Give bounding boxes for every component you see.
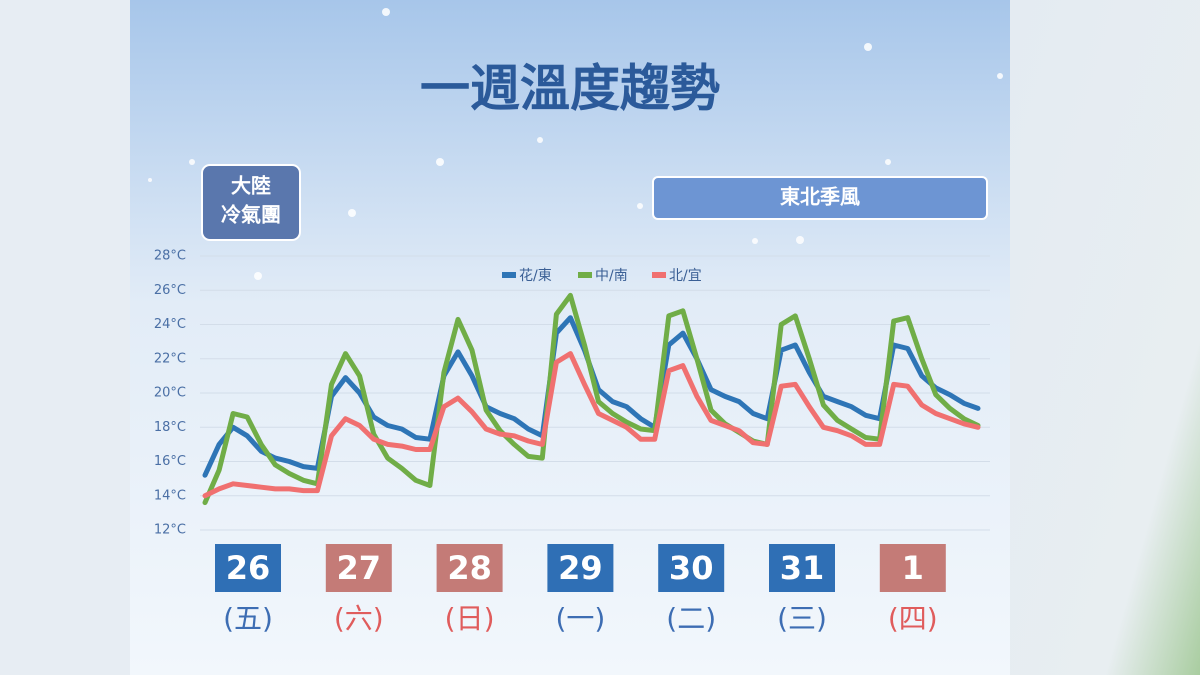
y-tick-label: 16°C <box>154 454 186 469</box>
day-label: 28 <box>447 549 492 587</box>
day-label: 31 <box>780 549 825 587</box>
weekday-label: (四) <box>888 602 938 635</box>
weekday-label: (六) <box>334 602 384 635</box>
day-label: 26 <box>226 549 271 587</box>
legend-swatch <box>652 272 666 278</box>
annotation-box <box>652 176 988 220</box>
day-box <box>658 544 725 592</box>
day-box <box>769 544 835 592</box>
y-tick-label: 22°C <box>154 351 186 366</box>
y-tick-label: 14°C <box>154 488 186 503</box>
weekday-label: (三) <box>777 602 827 635</box>
legend-swatch <box>502 272 516 278</box>
annotation: 大陸 <box>231 174 271 198</box>
annotation: 冷氣團 <box>221 203 281 227</box>
day-label: 27 <box>337 549 382 587</box>
day-box <box>325 544 392 592</box>
day-box <box>215 544 281 592</box>
weekday-label: (一) <box>555 602 605 635</box>
y-tick-label: 18°C <box>154 420 186 435</box>
day-label: 1 <box>902 549 924 587</box>
day-box <box>436 544 503 592</box>
day-label: 29 <box>558 549 603 587</box>
y-tick-label: 24°C <box>154 317 186 332</box>
weekday-label: (二) <box>666 602 716 635</box>
y-tick-label: 28°C <box>154 249 186 264</box>
weekday-label: (五) <box>223 602 273 635</box>
line-series <box>202 351 981 499</box>
legend-label: 北/宜 <box>669 268 702 284</box>
y-tick-label: 20°C <box>154 386 186 401</box>
legend-swatch <box>578 272 592 278</box>
line-series <box>202 292 981 506</box>
side-blur <box>1010 0 1200 675</box>
chart-title: 一週溫度趨勢 <box>420 60 720 118</box>
day-box <box>547 544 614 592</box>
legend-label: 花/東 <box>519 268 552 284</box>
y-tick-label: 26°C <box>154 283 186 298</box>
annotation: 東北季風 <box>780 185 860 209</box>
day-label: 30 <box>669 549 714 587</box>
annotation-box <box>201 164 301 241</box>
y-tick-label: 12°C <box>154 523 186 538</box>
legend-label: 中/南 <box>595 268 628 284</box>
day-box <box>879 544 946 592</box>
weekday-label: (日) <box>445 602 495 635</box>
